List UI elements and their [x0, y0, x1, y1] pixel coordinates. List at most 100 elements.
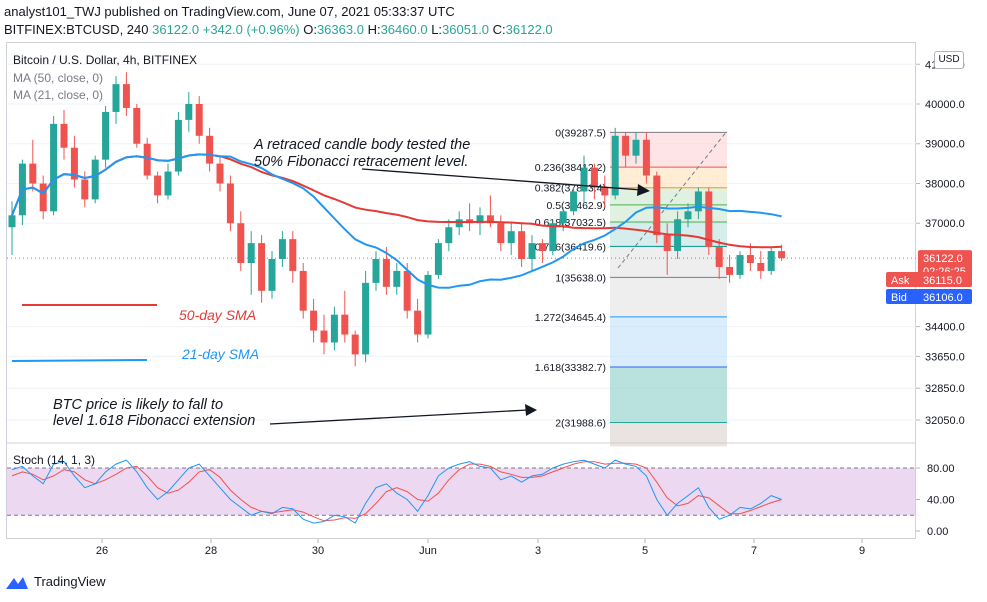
candle-body: [70, 147, 78, 180]
candle-body: [414, 310, 422, 335]
candle-body: [715, 247, 723, 267]
last-price-badge-value: 36122.0: [923, 253, 963, 265]
legend-title: Bitcoin / U.S. Dollar, 4h, BITFINEX: [13, 53, 197, 67]
time-tick-label: 3: [535, 545, 541, 557]
candle-body: [705, 191, 713, 248]
candle-body: [174, 119, 182, 172]
stoch-tick-label: 0.00: [927, 526, 948, 538]
candle-body: [538, 243, 546, 252]
candle-body: [476, 215, 484, 224]
candle-body: [154, 175, 162, 196]
close-label: C:: [492, 22, 506, 37]
stoch-d-line: [11, 461, 782, 522]
fib-zone: [610, 167, 727, 188]
time-tick-label: Jun: [419, 545, 437, 557]
price-tick-label: 37000.0: [925, 218, 965, 230]
candle-body: [445, 227, 453, 244]
fib-trendline: [617, 130, 728, 269]
candle-body: [601, 187, 609, 196]
legend-ma50: MA (50, close, 0): [13, 71, 103, 85]
candle-body: [310, 310, 318, 331]
time-tick-label: 26: [96, 545, 108, 557]
candle-body: [580, 167, 588, 192]
btc-note-arrow: [269, 409, 529, 425]
candle-body: [102, 111, 110, 160]
candle-body: [746, 255, 754, 263]
candle-body: [122, 84, 130, 108]
fib-zone: [610, 422, 727, 447]
stoch-tick-label: 40.00: [927, 495, 955, 507]
stoch-band: [7, 468, 916, 516]
candle-body: [393, 270, 401, 287]
open-value: 36363.0: [316, 22, 364, 37]
candle-body: [29, 163, 37, 184]
candle-body: [268, 259, 276, 291]
candle-body: [39, 183, 47, 212]
candle-body: [528, 243, 536, 260]
fib-note-arrowhead: [637, 184, 650, 196]
stoch-k-line: [11, 459, 782, 524]
fib-zone: [610, 316, 727, 368]
candle-body: [143, 143, 151, 176]
ohlc-line: BITFINEX:BTCUSD, 240 36122.0 +342.0 (+0.…: [4, 22, 553, 37]
currency-button[interactable]: USD: [934, 51, 964, 69]
candle-body: [372, 259, 380, 283]
fib-level-label: 2(31988.6): [555, 417, 606, 429]
high-label: H:: [367, 22, 381, 37]
ma21-line: [11, 153, 782, 289]
candle-body: [549, 223, 557, 252]
candle-body: [403, 270, 411, 311]
fib-note-line1: A retraced candle body tested the: [253, 137, 470, 153]
ask-badge: [886, 272, 972, 287]
fib-zone: [610, 246, 727, 278]
fib-level-label: 0(39287.5): [555, 127, 606, 139]
candle-body: [653, 175, 661, 236]
price-tick-label: 32850.0: [925, 383, 965, 395]
candle-body: [455, 219, 463, 228]
candle-body: [237, 223, 245, 263]
candle-body: [195, 104, 203, 136]
candle-body: [60, 123, 68, 148]
sma50-annotation: 50-day SMA: [179, 307, 256, 323]
footer: TradingView: [6, 574, 106, 589]
symbol-label: BITFINEX:BTCUSD, 240: [4, 22, 149, 37]
candle-body: [81, 179, 89, 200]
ask-label: Ask: [891, 275, 910, 287]
btc-note-line2: level 1.618 Fibonacci extension: [53, 413, 255, 429]
candle-body: [299, 270, 307, 311]
price-tick-label: 34400.0: [925, 322, 965, 334]
tradingview-logo-icon[interactable]: [6, 575, 28, 589]
time-tick-label: 28: [205, 545, 217, 557]
sma21-annotation: 21-day SMA: [181, 346, 259, 362]
low-label: L:: [431, 22, 443, 37]
candle-body: [611, 135, 619, 196]
fib-level-label: 1.272(34645.4): [535, 312, 606, 324]
candle-body: [590, 167, 598, 188]
stoch-label: Stoch (14, 1, 3): [13, 453, 95, 467]
last-price: 36122.0: [152, 22, 200, 37]
price-tick-label: 33650.0: [925, 351, 965, 363]
candle-body: [330, 314, 338, 343]
price-tick-label: 38000.0: [925, 178, 965, 190]
fib-note-line2: 50% Fibonacci retracement level.: [254, 154, 468, 170]
candle-body: [622, 135, 630, 156]
candle-body: [642, 139, 650, 176]
time-tick-label: 7: [751, 545, 757, 557]
candle-body: [216, 163, 224, 184]
candle-body: [341, 314, 349, 335]
bid-label: Bid: [891, 292, 907, 304]
bid-value: 36106.0: [923, 292, 963, 304]
tradingview-brand[interactable]: TradingView: [34, 574, 106, 589]
btc-note-arrowhead: [525, 404, 537, 416]
ask-value: 36115.0: [923, 275, 962, 287]
stoch-tick-label: 80.00: [927, 463, 955, 475]
fib-level-label: 0.236(38412.2): [535, 162, 606, 174]
candle-body: [133, 107, 141, 144]
candle-body: [559, 211, 567, 224]
candle-body: [206, 135, 214, 164]
candle-body: [778, 251, 786, 259]
fib-zone: [610, 277, 727, 317]
time-tick-label: 30: [312, 545, 324, 557]
price-tick-label: 40000.0: [925, 99, 965, 111]
